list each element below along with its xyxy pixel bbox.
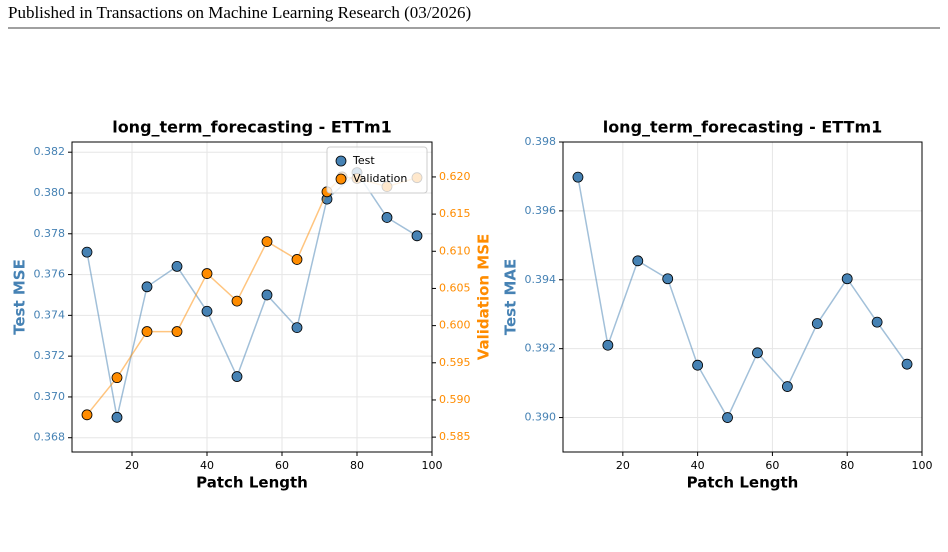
y2-axis-label: Validation MSE: [475, 234, 493, 361]
y-tick-label: 0.370: [34, 390, 66, 403]
y-tick-label: 0.392: [525, 342, 557, 355]
y-tick-label: 0.376: [34, 268, 66, 281]
data-point: [261, 289, 273, 301]
y-tick-label: 0.374: [34, 308, 66, 321]
header: Published in Transactions on Machine Lea…: [8, 3, 471, 22]
y-tick-label: 0.368: [34, 431, 66, 444]
y-axis-label: Test MAE: [502, 259, 520, 336]
data-point: [692, 359, 704, 371]
x-tick-label: 60: [765, 459, 779, 472]
data-point: [781, 381, 793, 392]
data-point: [871, 316, 883, 328]
data-point: [291, 322, 303, 333]
data-point: [291, 254, 303, 265]
data-point: [632, 255, 644, 267]
y-tick-label: 0.394: [525, 273, 557, 286]
data-point: [411, 230, 423, 242]
data-point: [901, 358, 913, 370]
legend-box: [326, 146, 428, 194]
data-point: [201, 305, 213, 317]
y2-tick-label: 0.595: [439, 356, 471, 369]
x-tick-label: 20: [616, 459, 630, 472]
y-tick-label: 0.390: [525, 411, 557, 424]
y2-tick-label: 0.620: [439, 170, 471, 183]
x-tick-label: 100: [422, 459, 443, 472]
series-line: [86, 176, 418, 416]
y-tick-label: 0.398: [525, 135, 557, 148]
y-tick-label: 0.380: [34, 186, 66, 199]
plot-frame: [562, 141, 923, 453]
plot-frame: [71, 141, 433, 453]
x-axis-label: Patch Length: [196, 474, 308, 492]
data-point: [111, 372, 123, 384]
data-point: [811, 318, 823, 329]
chart-title: long_term_forecasting - ETTm1: [603, 118, 883, 137]
data-point: [81, 246, 93, 258]
chart-title: long_term_forecasting - ETTm1: [112, 118, 392, 137]
legend-label: Validation: [353, 172, 407, 185]
data-point: [171, 326, 183, 337]
data-point: [231, 371, 243, 382]
data-point: [141, 326, 153, 337]
y2-tick-label: 0.600: [439, 319, 471, 332]
x-tick-label: 40: [691, 459, 705, 472]
x-tick-label: 100: [912, 459, 933, 472]
y-tick-label: 0.382: [34, 145, 66, 158]
y2-tick-label: 0.610: [439, 244, 471, 257]
y2-tick-label: 0.590: [439, 393, 471, 406]
data-point: [81, 409, 93, 421]
y-tick-label: 0.396: [525, 204, 557, 217]
y2-tick-label: 0.585: [439, 430, 471, 443]
series-line: [577, 177, 908, 420]
legend-marker: [335, 173, 347, 185]
data-point: [841, 273, 853, 285]
legend-marker: [335, 155, 347, 167]
data-point: [111, 411, 123, 423]
data-point: [171, 261, 183, 272]
y2-tick-label: 0.615: [439, 207, 471, 220]
x-tick-label: 80: [840, 459, 854, 472]
legend-label: Test: [352, 154, 375, 167]
x-axis-label: Patch Length: [687, 474, 799, 492]
y-tick-label: 0.372: [34, 349, 66, 362]
series-line: [86, 171, 418, 418]
data-point: [572, 171, 584, 183]
y-axis-label: Test MSE: [11, 259, 29, 335]
y2-tick-label: 0.605: [439, 281, 471, 294]
data-point: [381, 212, 393, 223]
data-point: [602, 339, 614, 351]
data-point: [201, 268, 213, 279]
y-tick-label: 0.378: [34, 227, 66, 240]
data-point: [752, 347, 763, 359]
data-point: [722, 412, 733, 423]
data-point: [231, 295, 243, 307]
data-point: [662, 273, 674, 285]
x-tick-label: 60: [275, 459, 289, 472]
x-tick-label: 20: [125, 459, 139, 472]
x-tick-label: 80: [350, 459, 364, 472]
data-point: [141, 281, 153, 293]
x-tick-label: 40: [200, 459, 214, 472]
data-point: [261, 236, 273, 248]
